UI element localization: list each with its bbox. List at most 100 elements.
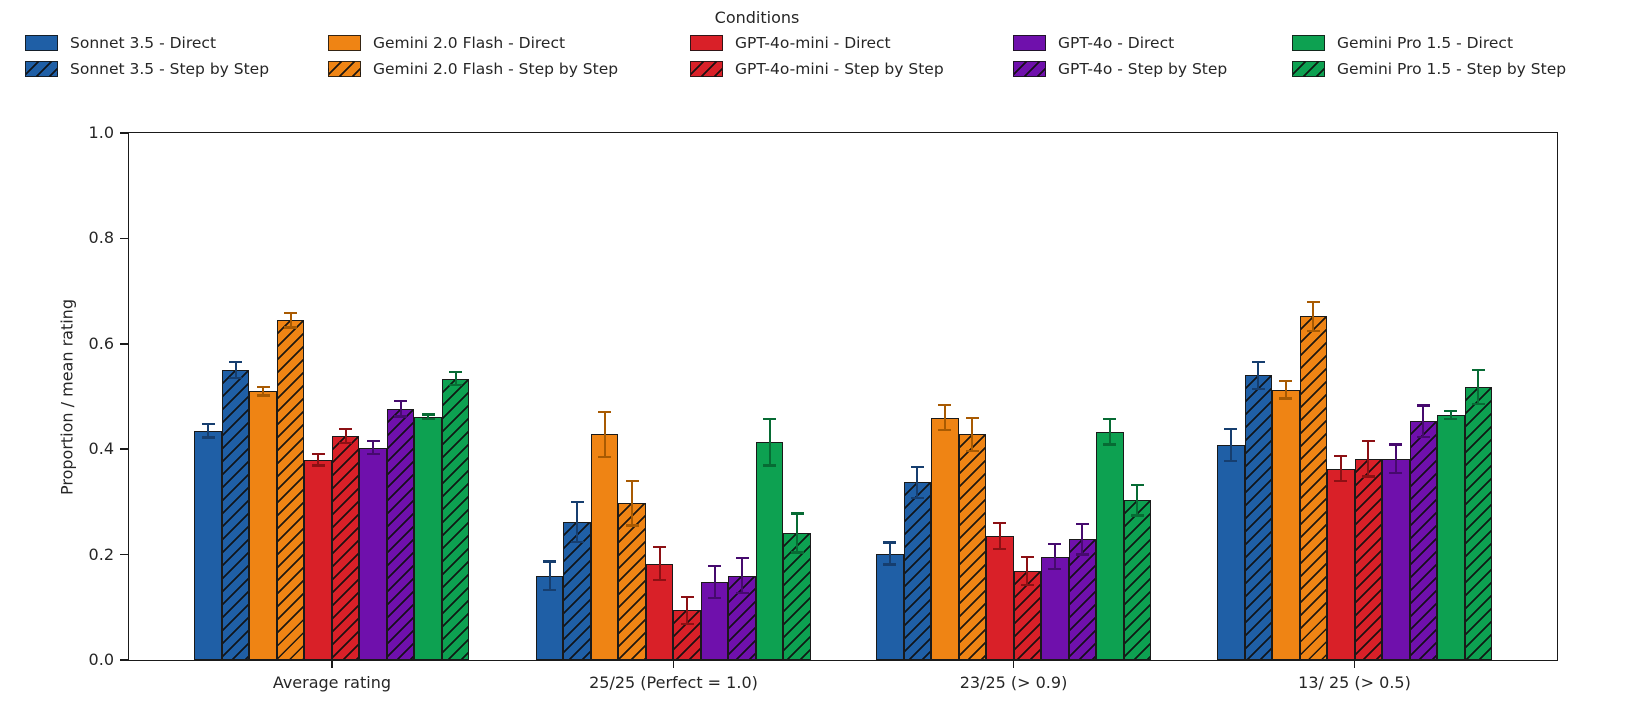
error-bar (1279, 379, 1293, 400)
legend-item: Sonnet 3.5 - Direct (25, 30, 269, 56)
error-bar (1224, 428, 1238, 462)
error-bar-cap-bottom (256, 394, 270, 397)
error-bar-cap-bottom (1416, 435, 1430, 439)
error-bar (598, 410, 612, 459)
y-tick-mark (119, 132, 128, 134)
error-bar-cap-bottom (366, 452, 380, 455)
error-bar-line (427, 413, 430, 420)
error-bar-cap-bottom (708, 597, 722, 600)
legend-item: GPT-4o-mini - Direct (690, 30, 944, 56)
error-bar-line (1284, 379, 1287, 400)
error-bar (311, 452, 325, 467)
error-bar (965, 417, 979, 452)
legend-item-label: Gemini Pro 1.5 - Step by Step (1337, 60, 1567, 78)
error-bar (1251, 360, 1265, 391)
y-tick-label: 0.8 (88, 228, 114, 248)
legend-column: Gemini Pro 1.5 - Direct Gemini Pro 1.5 - … (1292, 30, 1566, 82)
legend-swatch-icon (25, 61, 58, 77)
error-bar-cap-top (256, 385, 270, 389)
error-bar-cap-bottom (993, 548, 1007, 551)
legend-swatch-icon (1292, 35, 1325, 51)
error-bar-cap-top (763, 418, 777, 421)
error-bar-cap-top (394, 399, 408, 402)
bar (986, 536, 1014, 660)
error-bar (1130, 483, 1144, 517)
legend-item: Gemini 2.0 Flash - Step by Step (328, 56, 618, 82)
x-tick-mark (1353, 660, 1356, 668)
bar (618, 503, 646, 660)
bar (673, 610, 701, 660)
error-bar-cap-bottom (1075, 553, 1089, 556)
error-bar-cap-bottom (1048, 568, 1062, 571)
error-bar-cap-top (1471, 369, 1485, 372)
x-tick-label: Average rating (272, 673, 391, 692)
bar (1382, 458, 1410, 660)
error-bar-line (1367, 439, 1370, 478)
legend: Conditions Sonnet 3.5 - Direct Sonnet 3.5… (0, 0, 1633, 100)
legend-item: Gemini 2.0 Flash - Direct (328, 30, 618, 56)
error-bar-line (344, 427, 347, 445)
error-bar-cap-bottom (570, 540, 584, 544)
error-bar-line (1312, 300, 1315, 333)
error-bar-cap-bottom (598, 455, 612, 459)
legend-item-label: GPT-4o - Step by Step (1058, 60, 1228, 78)
error-bar (708, 564, 722, 600)
error-bar-cap-bottom (1306, 330, 1320, 333)
error-bar-line (576, 500, 579, 544)
error-bar-cap-bottom (1444, 418, 1458, 421)
error-bar-line (916, 466, 919, 499)
bar (1409, 421, 1437, 660)
error-bar-cap-bottom (284, 326, 298, 329)
y-tick-label: 1.0 (88, 123, 114, 142)
error-bar (625, 480, 639, 527)
bar (958, 434, 986, 660)
bar (359, 447, 387, 660)
error-bar-cap-bottom (1103, 443, 1117, 446)
error-bar-cap-bottom (1334, 480, 1348, 483)
bar (1437, 414, 1465, 660)
error-bar-cap-bottom (311, 464, 325, 467)
error-bar-cap-bottom (625, 524, 639, 527)
error-bar-cap-bottom (735, 591, 749, 595)
legend-column: Sonnet 3.5 - Direct Sonnet 3.5 - Step by … (25, 30, 269, 82)
bar (441, 378, 470, 660)
legend-item: GPT-4o - Direct (1013, 30, 1227, 56)
y-tick-mark (119, 343, 128, 345)
x-tick-label: 13/ 25 (> 0.5) (1298, 673, 1411, 692)
legend-item: GPT-4o - Step by Step (1013, 56, 1227, 82)
error-bar-cap-top (1251, 360, 1265, 363)
error-bar-cap-bottom (543, 588, 557, 591)
x-tick-label: 25/25 (Perfect = 1.0) (589, 673, 758, 692)
bar (1272, 389, 1300, 660)
error-bar-line (262, 385, 265, 397)
error-bar-cap-top (1416, 404, 1430, 407)
bar (221, 370, 250, 660)
error-bar-line (1422, 404, 1425, 439)
plot-area: Average rating 25/25 (Perfect = 1.0) 23/25… (58, 125, 1558, 692)
error-bar-cap-top (201, 422, 215, 426)
error-bar (1048, 543, 1062, 571)
legend-item-label: Gemini 2.0 Flash - Direct (373, 34, 566, 52)
error-bar-cap-top (653, 545, 667, 548)
error-bar (1416, 404, 1430, 439)
bar (903, 482, 931, 660)
error-bar-cap-top (625, 480, 639, 483)
error-bar-cap-top (543, 560, 557, 563)
error-bar (1471, 369, 1485, 405)
error-bar-line (1229, 428, 1232, 462)
error-bar (1103, 418, 1117, 446)
legend-item: Sonnet 3.5 - Step by Step (25, 56, 269, 82)
bar (1464, 387, 1492, 660)
error-bar-cap-top (1103, 418, 1117, 421)
error-bar-cap-top (449, 371, 463, 374)
error-bar-line (1339, 455, 1342, 483)
error-bar-cap-bottom (938, 429, 952, 432)
bar (645, 563, 674, 660)
error-bar-cap-bottom (965, 449, 979, 452)
bar (414, 416, 442, 660)
bar (1123, 500, 1151, 660)
legend-item-label: Sonnet 3.5 - Direct (70, 34, 217, 52)
y-axis-label: Proportion / mean rating (57, 298, 77, 495)
error-bar (339, 427, 353, 445)
legend-column: GPT-4o - Direct GPT-4o - Step by Step (1013, 30, 1227, 82)
